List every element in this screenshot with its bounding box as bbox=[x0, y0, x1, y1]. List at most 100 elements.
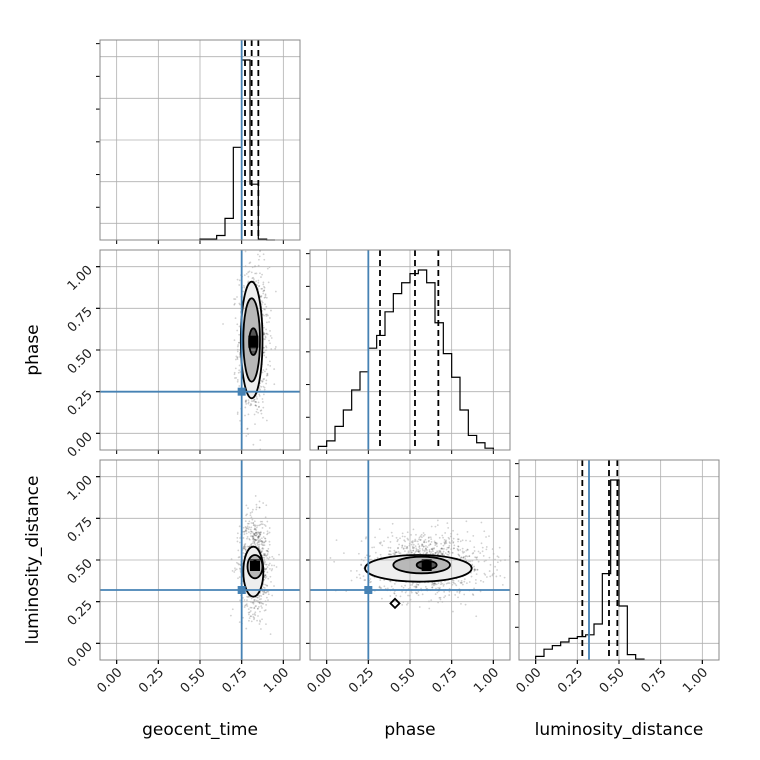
scatter-point bbox=[461, 583, 464, 586]
scatter-point bbox=[264, 583, 267, 586]
scatter-point bbox=[403, 535, 406, 538]
scatter-point bbox=[457, 580, 460, 582]
scatter-point bbox=[405, 547, 408, 550]
scatter-point bbox=[449, 542, 451, 545]
scatter-point bbox=[381, 597, 383, 600]
scatter-point bbox=[262, 544, 265, 547]
scatter-point bbox=[256, 542, 259, 545]
scatter-point bbox=[357, 552, 360, 555]
scatter-point bbox=[242, 546, 245, 548]
scatter-point bbox=[256, 619, 258, 622]
scatter-point bbox=[424, 547, 427, 550]
scatter-point bbox=[246, 595, 248, 598]
tick-label-x: 1.00 bbox=[680, 665, 711, 696]
scatter-point bbox=[263, 590, 266, 593]
scatter-point bbox=[252, 443, 255, 446]
scatter-point bbox=[264, 336, 267, 339]
scatter-point bbox=[424, 538, 427, 541]
scatter-point bbox=[364, 556, 367, 559]
scatter-point bbox=[270, 580, 272, 583]
scatter-point bbox=[364, 537, 367, 540]
scatter-point bbox=[412, 549, 415, 552]
scatter-point bbox=[244, 546, 247, 549]
scatter-point bbox=[485, 536, 487, 538]
scatter-point bbox=[252, 535, 255, 537]
scatter-point bbox=[244, 401, 247, 403]
scatter-point bbox=[401, 535, 404, 538]
scatter-point bbox=[420, 533, 423, 536]
scatter-point bbox=[262, 290, 265, 293]
scatter-point bbox=[433, 582, 436, 584]
scatter-point bbox=[250, 597, 253, 600]
scatter-point bbox=[452, 541, 455, 543]
density-peak bbox=[248, 335, 259, 348]
scatter-point bbox=[468, 581, 471, 583]
scatter-point bbox=[263, 333, 265, 336]
scatter-point bbox=[437, 582, 440, 585]
scatter-point bbox=[257, 279, 260, 282]
scatter-point bbox=[387, 536, 389, 539]
scatter-point bbox=[242, 552, 245, 554]
scatter-point bbox=[243, 533, 246, 535]
scatter-point bbox=[498, 546, 501, 549]
scatter-point bbox=[460, 556, 463, 559]
scatter-point bbox=[254, 272, 257, 275]
scatter-point bbox=[262, 406, 265, 409]
scatter-point bbox=[436, 550, 438, 553]
panel-frame bbox=[309, 249, 511, 451]
scatter-point bbox=[248, 526, 251, 529]
scatter-point bbox=[394, 551, 397, 554]
scatter-point bbox=[387, 553, 390, 556]
scatter-point bbox=[264, 303, 266, 306]
scatter-point bbox=[410, 533, 412, 536]
tick-label-y: 0.00 bbox=[65, 640, 96, 671]
scatter-point bbox=[263, 388, 266, 391]
scatter-point bbox=[262, 333, 265, 336]
scatter-point bbox=[268, 556, 271, 559]
scatter-point bbox=[257, 406, 260, 408]
scatter-point bbox=[435, 541, 438, 544]
scatter-point bbox=[401, 545, 404, 547]
scatter-point bbox=[457, 538, 460, 541]
tick-label-y: 1.00 bbox=[65, 263, 96, 294]
scatter-point bbox=[244, 526, 247, 528]
scatter-point bbox=[458, 554, 460, 557]
scatter-point bbox=[402, 586, 405, 589]
scatter-point bbox=[252, 522, 255, 524]
scatter-point bbox=[414, 551, 417, 553]
scatter-point bbox=[410, 591, 413, 594]
scatter-point bbox=[251, 518, 254, 521]
scatter-point bbox=[453, 544, 456, 547]
scatter-point bbox=[264, 561, 267, 563]
scatter-point bbox=[423, 541, 426, 544]
scatter-point bbox=[443, 596, 445, 599]
scatter-point bbox=[262, 553, 265, 555]
scatter-point bbox=[270, 309, 272, 312]
scatter-point bbox=[246, 428, 249, 430]
scatter-point bbox=[243, 547, 245, 550]
scatter-point bbox=[430, 548, 433, 550]
scatter-point bbox=[389, 580, 391, 583]
scatter-point bbox=[419, 535, 422, 538]
scatter-point bbox=[436, 519, 439, 522]
scatter-point bbox=[255, 404, 258, 407]
scatter-point bbox=[473, 568, 476, 571]
scatter-point bbox=[261, 546, 264, 549]
scatter-point bbox=[266, 571, 269, 574]
scatter-point bbox=[434, 552, 437, 555]
scatter-point bbox=[485, 548, 488, 551]
scatter-point bbox=[473, 550, 476, 552]
scatter-point bbox=[269, 317, 271, 319]
scatter-point bbox=[459, 540, 462, 543]
scatter-point bbox=[274, 290, 277, 293]
scatter-point bbox=[236, 329, 239, 332]
scatter-point bbox=[266, 530, 269, 533]
scatter-point bbox=[260, 605, 263, 608]
scatter-point bbox=[239, 563, 241, 566]
scatter-point bbox=[234, 298, 237, 301]
tick-label-x: 0.00 bbox=[304, 665, 335, 696]
scatter-point bbox=[257, 531, 260, 534]
scatter-point bbox=[380, 587, 383, 590]
scatter-point bbox=[447, 550, 450, 553]
scatter-point bbox=[263, 289, 266, 292]
